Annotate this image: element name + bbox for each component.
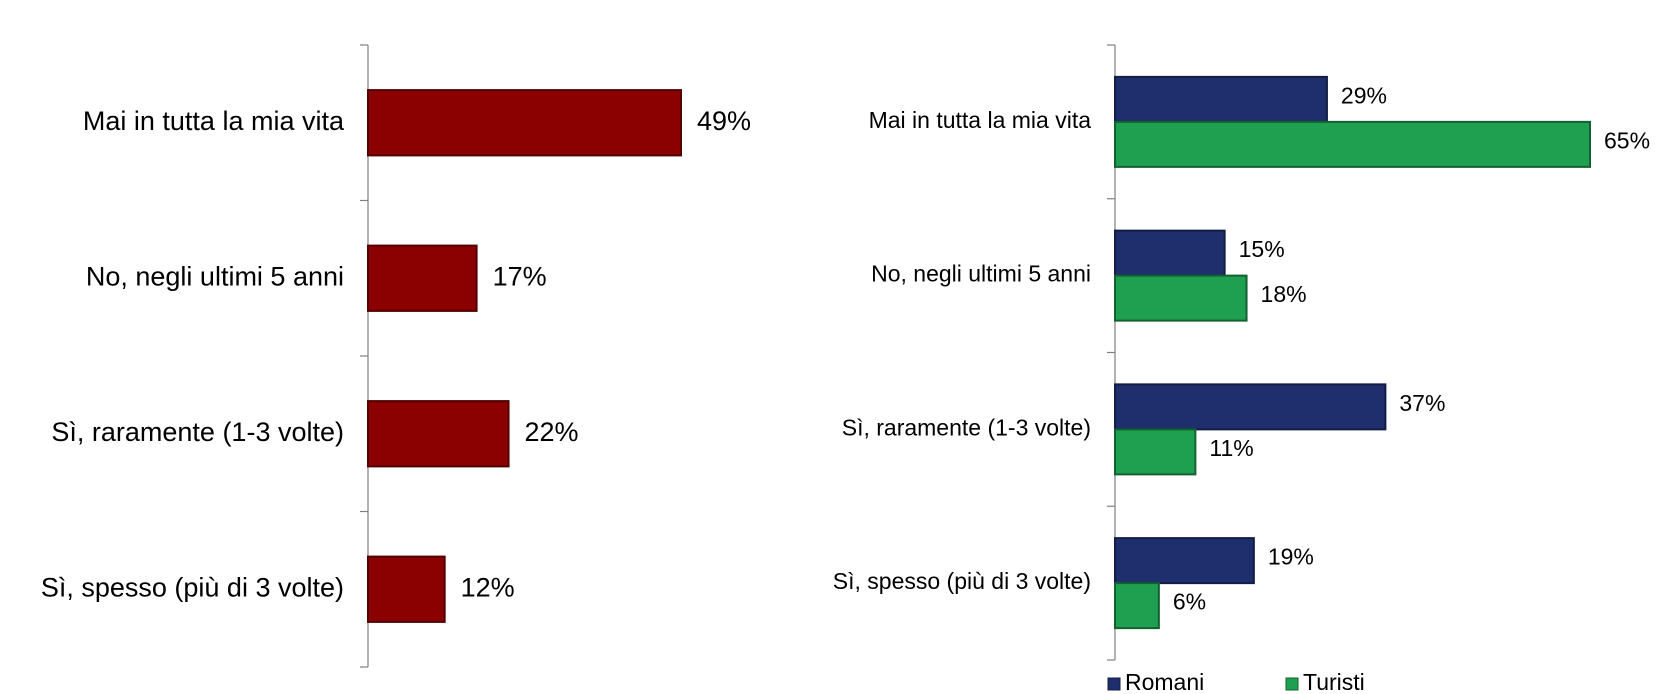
- bar: [1114, 120, 1591, 168]
- category-label: Sì, spesso (più di 3 volte): [833, 568, 1091, 594]
- value-label: 19%: [1268, 544, 1314, 570]
- category-label: Sì, raramente (1-3 volte): [51, 417, 344, 447]
- bar: [1114, 537, 1255, 585]
- value-label: 29%: [1341, 82, 1387, 108]
- category-label: No, negli ultimi 5 anni: [86, 261, 344, 291]
- legend-swatch: [1107, 677, 1121, 691]
- legend-swatch: [1285, 677, 1299, 691]
- value-label: 6%: [1173, 589, 1206, 615]
- bar: [367, 555, 446, 623]
- bar: [367, 400, 510, 468]
- bar: [1114, 428, 1197, 476]
- value-label: 15%: [1239, 236, 1285, 262]
- category-label: No, negli ultimi 5 anni: [871, 261, 1091, 287]
- category-label: Mai in tutta la mia vita: [869, 107, 1092, 133]
- category-label: Sì, spesso (più di 3 volte): [41, 572, 344, 602]
- bar: [1114, 582, 1160, 630]
- bar: [367, 244, 478, 312]
- bar: [1114, 383, 1387, 431]
- bar: [367, 89, 682, 157]
- value-label: 12%: [461, 572, 515, 602]
- category-label: Sì, raramente (1-3 volte): [842, 414, 1091, 440]
- value-label: 65%: [1604, 127, 1650, 153]
- value-label: 49%: [697, 106, 751, 136]
- bar: [1114, 75, 1328, 123]
- value-label: 22%: [525, 417, 579, 447]
- legend-label: Turisti: [1303, 669, 1365, 694]
- bar: [1114, 274, 1248, 322]
- value-label: 37%: [1399, 390, 1445, 416]
- value-label: 18%: [1261, 281, 1307, 307]
- value-label: 17%: [493, 261, 547, 291]
- bar: [1114, 229, 1226, 277]
- legend-label: Romani: [1125, 669, 1204, 694]
- value-label: 11%: [1209, 435, 1253, 461]
- category-label: Mai in tutta la mia vita: [83, 106, 345, 136]
